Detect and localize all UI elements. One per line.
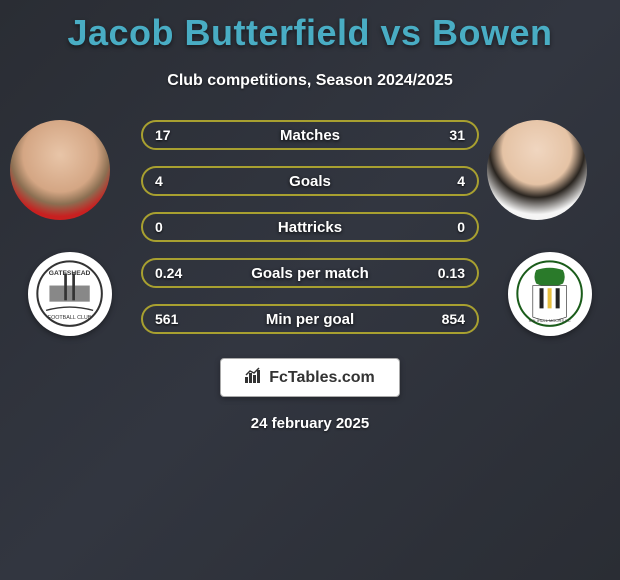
- stat-row: 4Goals4: [141, 166, 479, 196]
- chart-icon: [245, 367, 263, 388]
- page-title: Jacob Butterfield vs Bowen: [0, 0, 620, 54]
- source-badge: FcTables.com: [220, 358, 400, 397]
- stat-right-value: 31: [425, 127, 465, 143]
- svg-text:GATESHEAD: GATESHEAD: [49, 270, 91, 277]
- comparison-panel: GATESHEAD FOOTBALL CLUB SOLIHULL MOORS F…: [0, 120, 620, 432]
- stat-row: 561Min per goal854: [141, 304, 479, 334]
- player-right-photo: [487, 120, 587, 220]
- stat-right-value: 854: [425, 311, 465, 327]
- subtitle: Club competitions, Season 2024/2025: [0, 72, 620, 90]
- club-right-logo: SOLIHULL MOORS FC: [508, 252, 592, 336]
- player-left-photo: [10, 120, 110, 220]
- svg-text:FOOTBALL CLUB: FOOTBALL CLUB: [48, 316, 92, 322]
- stat-right-value: 0: [425, 219, 465, 235]
- stat-right-value: 4: [425, 173, 465, 189]
- stats-list: 17Matches31 4Goals4 0Hattricks0 0.24Goals p…: [141, 120, 479, 334]
- date-label: 24 february 2025: [0, 415, 620, 432]
- stat-row: 17Matches31: [141, 120, 479, 150]
- source-badge-text: FcTables.com: [269, 369, 375, 387]
- stat-row: 0.24Goals per match0.13: [141, 258, 479, 288]
- club-left-logo: GATESHEAD FOOTBALL CLUB: [28, 252, 112, 336]
- svg-text:SOLIHULL MOORS FC: SOLIHULL MOORS FC: [529, 318, 571, 323]
- stat-right-value: 0.13: [425, 265, 465, 281]
- stat-row: 0Hattricks0: [141, 212, 479, 242]
